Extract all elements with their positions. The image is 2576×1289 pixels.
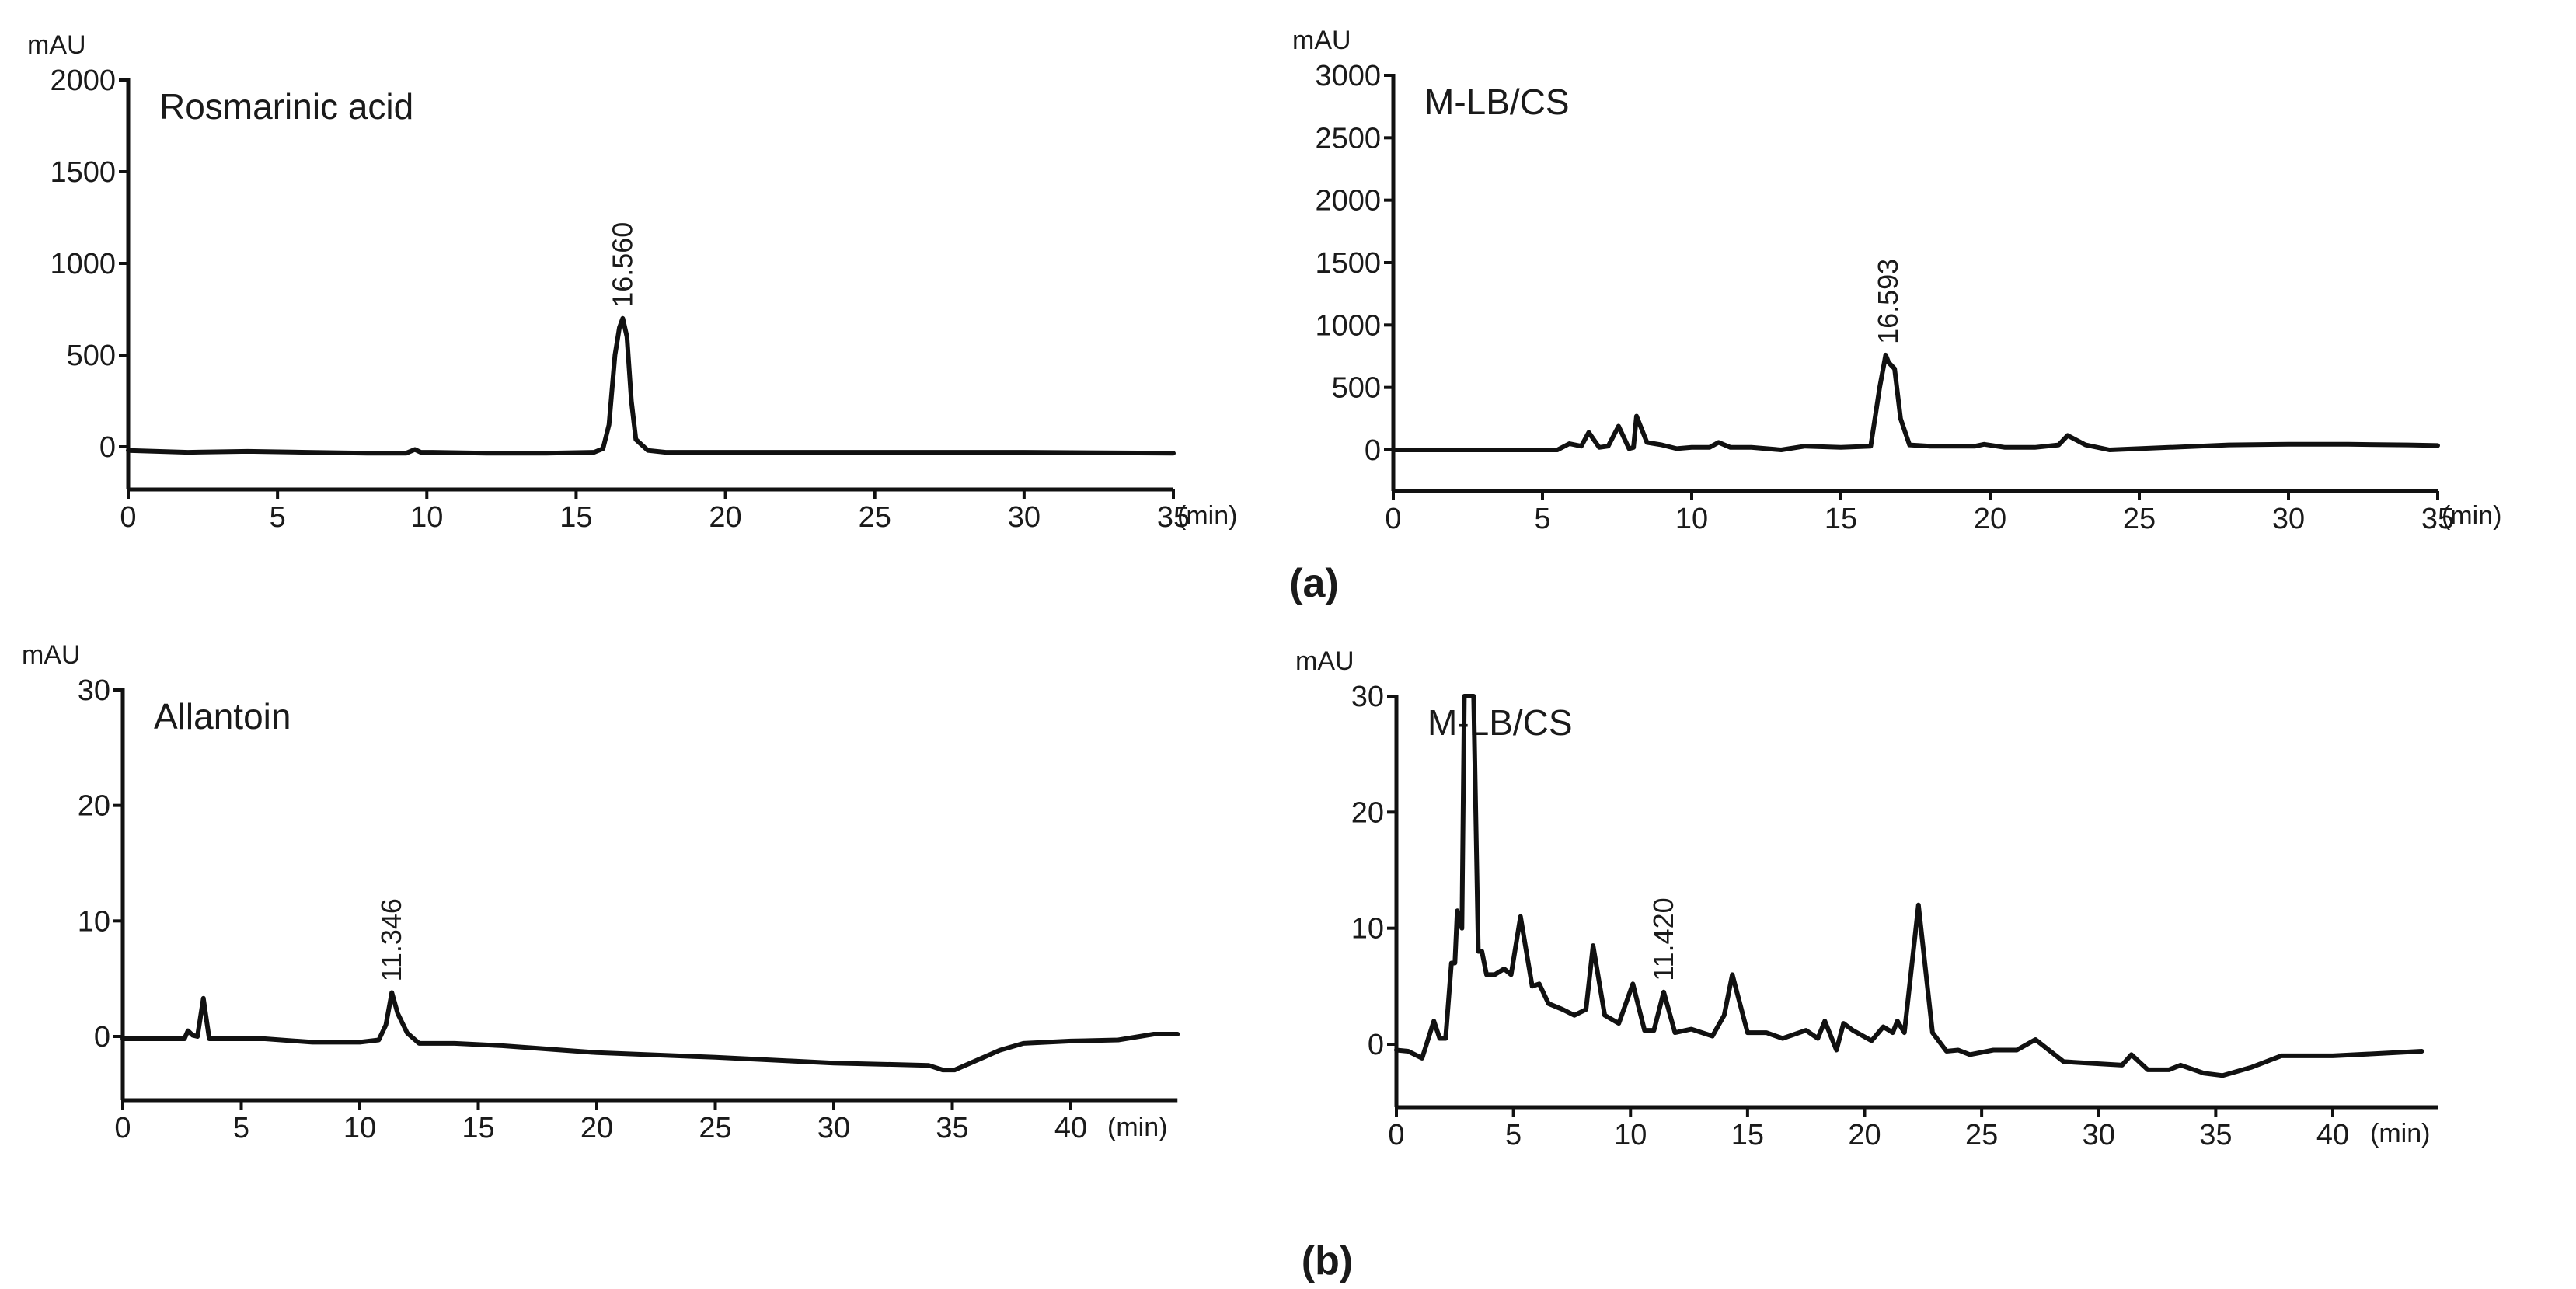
chart-title: M-LB/CS bbox=[1424, 82, 1570, 122]
y-tick-label: 1500 bbox=[1315, 247, 1381, 280]
chart-rosmarinic-standard: 0 500 1000 1500 2000 mAU 0 5 10 15 20 25 30 35(min) Ro… bbox=[27, 30, 1237, 534]
peak-retention-time-label: 16.593 bbox=[1872, 259, 1904, 344]
x-tick-label: 40 bbox=[2316, 1119, 2349, 1151]
x-tick-label: 15 bbox=[462, 1112, 494, 1144]
chart-rosmarinic-sample: 0 500 1000 1500 2000 2500 3000 mAU 0 5 10 15 20 25 30 3… bbox=[1292, 26, 2501, 535]
x-axis-unit: (min) bbox=[1107, 1113, 1167, 1142]
x-tick-label: 25 bbox=[1965, 1119, 1998, 1151]
x-tick-label: 10 bbox=[1675, 503, 1708, 535]
y-tick-label: 0 bbox=[99, 431, 116, 464]
panel-label-a: (a) bbox=[1289, 561, 1339, 606]
peak-retention-time-label: 16.560 bbox=[606, 222, 638, 308]
y-tick-label: 10 bbox=[78, 905, 110, 938]
x-tick-label: 30 bbox=[1008, 501, 1041, 534]
y-tick-label: 3000 bbox=[1315, 60, 1381, 92]
x-tick-label: 10 bbox=[343, 1112, 376, 1144]
peak-retention-time-label: 11.420 bbox=[1647, 897, 1679, 981]
y-axis-unit: mAU bbox=[27, 30, 86, 60]
x-axis-unit: (min) bbox=[2370, 1119, 2430, 1148]
x-tick-label: 5 bbox=[1505, 1119, 1522, 1151]
chromatogram-trace bbox=[1391, 352, 2440, 452]
x-axis-unit: (min) bbox=[1177, 501, 1237, 531]
y-tick-label: 2000 bbox=[1315, 185, 1381, 218]
y-tick-label: 2000 bbox=[50, 64, 116, 97]
y-axis-unit: mAU bbox=[1295, 646, 1354, 676]
y-tick-label: 0 bbox=[94, 1021, 110, 1054]
x-tick-label: 25 bbox=[2123, 503, 2156, 535]
x-tick-label: 30 bbox=[817, 1112, 850, 1144]
x-tick-label: 40 bbox=[1054, 1112, 1087, 1144]
chart-allantoin-sample: 0 10 20 30 mAU 0 5 10 15 20 25 30 35 40 (min) M-LB/CS 11… bbox=[1295, 646, 2438, 1151]
chart-title: M-LB/CS bbox=[1427, 702, 1573, 743]
chart-allantoin-standard: 0 10 20 30 mAU 0 5 10 15 20 25 30 35 40 (min) Allantoin… bbox=[22, 640, 1180, 1144]
y-tick-label: 20 bbox=[78, 790, 110, 823]
y-axis-unit: mAU bbox=[22, 640, 81, 670]
y-tick-label: 1000 bbox=[1315, 309, 1381, 342]
y-tick-label: 30 bbox=[78, 674, 110, 707]
x-tick-label: 25 bbox=[859, 501, 891, 534]
x-tick-label: 35 bbox=[2199, 1119, 2232, 1151]
x-tick-label: 5 bbox=[233, 1112, 249, 1144]
x-tick-label: 20 bbox=[1848, 1119, 1881, 1151]
x-tick-label: 0 bbox=[1388, 1119, 1404, 1151]
y-tick-label: 2500 bbox=[1315, 122, 1381, 155]
x-tick-label: 20 bbox=[709, 501, 741, 534]
y-tick-label: 0 bbox=[1365, 434, 1381, 467]
x-tick-label: 35 bbox=[2421, 503, 2454, 535]
y-tick-label: 30 bbox=[1351, 681, 1384, 713]
y-tick-label: 500 bbox=[1332, 372, 1381, 405]
x-tick-label: 0 bbox=[1385, 503, 1401, 535]
y-tick-label: 0 bbox=[1368, 1029, 1384, 1061]
y-tick-label: 500 bbox=[67, 340, 116, 372]
chart-title: Rosmarinic acid bbox=[159, 86, 413, 127]
chart-title: Allantoin bbox=[154, 696, 291, 737]
x-tick-label: 20 bbox=[1974, 503, 2006, 535]
y-tick-label: 1000 bbox=[50, 248, 116, 280]
chromatogram-trace bbox=[1394, 694, 2424, 1078]
x-tick-label: 35 bbox=[1157, 501, 1190, 534]
chromatogram-trace bbox=[120, 990, 1180, 1073]
peak-retention-time-label: 11.346 bbox=[375, 898, 407, 981]
x-tick-label: 25 bbox=[699, 1112, 731, 1144]
x-tick-label: 30 bbox=[2272, 503, 2305, 535]
x-tick-label: 20 bbox=[580, 1112, 613, 1144]
x-tick-label: 15 bbox=[559, 501, 592, 534]
x-tick-label: 15 bbox=[1825, 503, 1857, 535]
x-tick-label: 5 bbox=[1534, 503, 1550, 535]
x-tick-label: 35 bbox=[936, 1112, 968, 1144]
x-tick-label: 5 bbox=[270, 501, 286, 534]
x-tick-label: 30 bbox=[2083, 1119, 2115, 1151]
x-tick-label: 10 bbox=[1614, 1119, 1647, 1151]
x-tick-label: 10 bbox=[410, 501, 443, 534]
x-tick-label: 0 bbox=[114, 1112, 131, 1144]
y-tick-label: 20 bbox=[1351, 796, 1384, 829]
y-axis-unit: mAU bbox=[1292, 26, 1351, 55]
x-axis-unit: (min) bbox=[2442, 501, 2501, 531]
panel-label-b: (b) bbox=[1302, 1238, 1353, 1284]
chromatogram-trace bbox=[126, 315, 1176, 456]
x-tick-label: 0 bbox=[120, 501, 136, 534]
y-tick-label: 10 bbox=[1351, 913, 1384, 946]
y-tick-label: 1500 bbox=[50, 156, 116, 189]
x-tick-label: 15 bbox=[1731, 1119, 1764, 1151]
